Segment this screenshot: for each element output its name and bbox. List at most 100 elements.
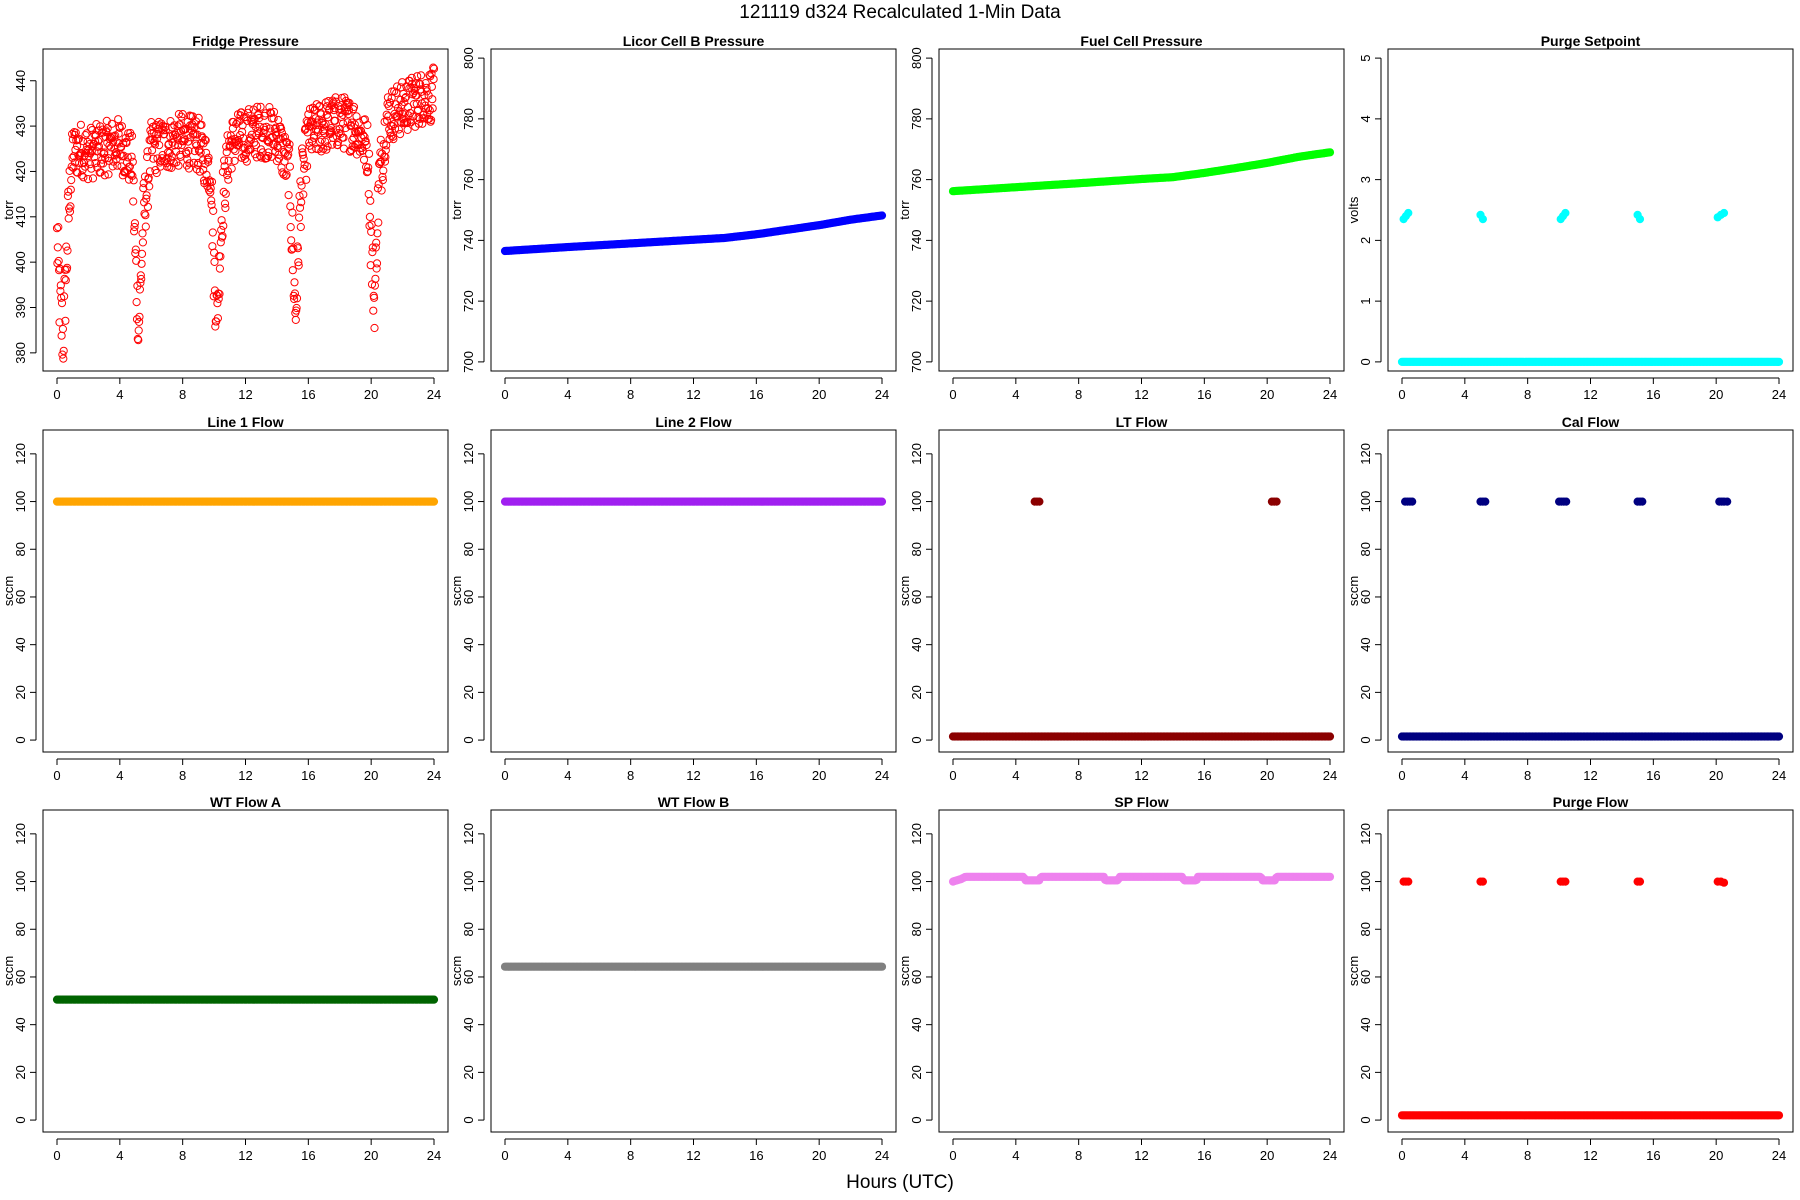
panel-fuel-cell-pressure: Fuel Cell Pressure torr 0 4 8 12 16 20 24 700 720 7… — [897, 33, 1345, 402]
data-point — [288, 208, 297, 217]
data-point — [331, 97, 341, 106]
plot-frame — [938, 429, 1345, 753]
y-tick-label: 40 — [461, 1017, 476, 1031]
data-point — [370, 293, 379, 302]
x-tick-label: 4 — [1012, 387, 1019, 402]
data-point — [174, 161, 183, 170]
data-point — [213, 299, 222, 308]
x-tick-label: 20 — [1709, 387, 1723, 402]
x-tick-label: 4 — [1012, 768, 1019, 783]
data-point — [141, 222, 150, 231]
data-point — [389, 135, 398, 144]
data-point — [290, 289, 299, 298]
data-point — [58, 324, 68, 334]
data-point — [106, 133, 115, 142]
data-point — [1774, 1111, 1784, 1120]
data-points — [1397, 877, 1784, 1120]
data-point — [877, 497, 887, 506]
data-point — [64, 187, 73, 196]
data-point — [61, 276, 70, 285]
x-tick-label: 12 — [238, 1148, 252, 1163]
data-point — [64, 214, 73, 223]
y-tick-label: 720 — [461, 290, 476, 312]
data-point — [52, 224, 62, 233]
data-point — [1719, 208, 1729, 218]
y-tick-label: 80 — [461, 922, 476, 936]
data-point — [429, 64, 439, 73]
x-tick-label: 4 — [1461, 768, 1468, 783]
x-tick-label: 0 — [501, 768, 508, 783]
data-point — [334, 137, 343, 146]
data-point — [184, 137, 193, 146]
y-tick-label: 40 — [461, 637, 476, 651]
data-point — [1325, 872, 1335, 881]
data-point — [385, 98, 395, 107]
x-tick-label: 16 — [1646, 768, 1660, 783]
x-tick-label: 12 — [1583, 1148, 1597, 1163]
data-point — [138, 229, 147, 238]
x-tick-label: 8 — [1075, 1148, 1082, 1163]
y-tick-label: 120 — [1358, 443, 1373, 465]
data-point — [142, 194, 151, 203]
data-point — [370, 323, 379, 333]
x-tick-label: 8 — [1075, 768, 1082, 783]
panel-title: SP Flow — [1114, 794, 1168, 810]
data-point — [53, 243, 62, 252]
data-point — [410, 83, 419, 92]
x-tick-label: 0 — [501, 387, 508, 402]
data-point — [56, 281, 65, 290]
data-point — [372, 259, 382, 268]
data-point — [174, 110, 183, 119]
data-point — [398, 78, 407, 87]
y-tick-label: 100 — [1358, 491, 1373, 513]
data-point — [62, 242, 71, 251]
data-point — [420, 91, 429, 100]
data-point — [291, 315, 300, 324]
data-point — [1404, 208, 1413, 218]
y-tick-label: 80 — [1358, 922, 1373, 936]
y-tick-label: 2 — [1358, 237, 1373, 244]
y-tick-label: 60 — [909, 590, 924, 604]
data-point — [143, 202, 152, 211]
y-tick-label: 400 — [13, 251, 28, 273]
y-tick-label: 0 — [909, 736, 924, 743]
data-point — [122, 158, 132, 167]
y-tick-label: 760 — [461, 169, 476, 191]
data-point — [364, 163, 373, 172]
data-point — [299, 190, 308, 199]
plot-frame — [490, 48, 897, 372]
data-point — [1272, 497, 1281, 506]
y-tick-label: 800 — [461, 47, 476, 69]
data-point — [429, 995, 439, 1004]
data-point — [60, 274, 69, 283]
data-point — [117, 122, 127, 131]
data-point — [94, 137, 103, 146]
data-point — [302, 175, 311, 184]
data-point — [331, 93, 340, 102]
data-point — [362, 140, 371, 150]
data-point — [132, 298, 141, 307]
data-point — [327, 124, 336, 133]
data-point — [205, 186, 214, 195]
y-axis-label: sccm — [1, 576, 16, 606]
data-point — [137, 249, 147, 258]
panel-title: Purge Setpoint — [1541, 33, 1641, 49]
data-point — [316, 137, 325, 146]
data-point — [66, 185, 75, 194]
data-point — [129, 197, 138, 206]
data-point — [364, 190, 373, 199]
x-tick-label: 12 — [238, 768, 252, 783]
data-point — [87, 164, 96, 173]
y-tick-label: 1 — [1358, 298, 1373, 305]
data-point — [429, 75, 438, 84]
data-point — [96, 168, 105, 177]
x-tick-label: 4 — [1012, 1148, 1019, 1163]
data-point — [288, 266, 297, 275]
y-tick-label: 60 — [13, 970, 28, 984]
data-point — [295, 203, 305, 212]
data-point — [367, 220, 376, 229]
data-point — [65, 207, 75, 216]
data-point — [363, 120, 372, 130]
data-point — [245, 145, 254, 154]
